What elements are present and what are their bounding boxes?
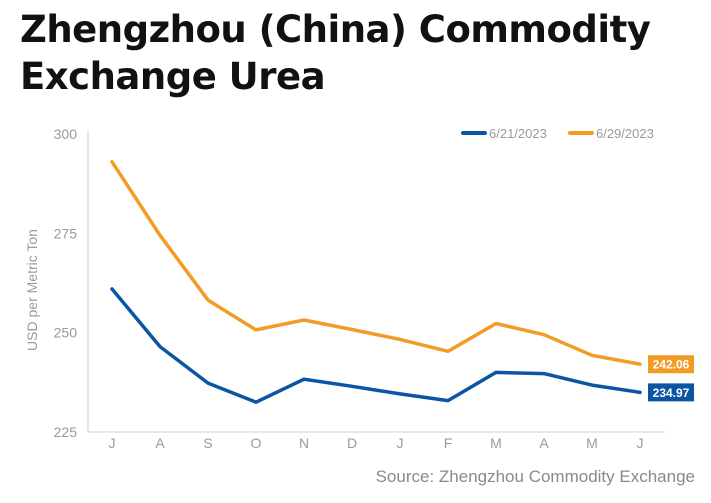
legend: 6/21/2023 6/29/2023 bbox=[461, 126, 654, 141]
y-tick-label: 250 bbox=[54, 325, 78, 341]
x-tick-label: D bbox=[347, 435, 357, 451]
x-tick-label: O bbox=[251, 435, 262, 451]
x-tick-label: J bbox=[637, 435, 644, 451]
chart-title: Zhengzhou (China) Commodity Exchange Ure… bbox=[20, 8, 651, 98]
x-tick-label: F bbox=[444, 435, 453, 451]
end-label-box bbox=[648, 355, 694, 374]
series-line bbox=[110, 160, 642, 366]
x-tick-label: M bbox=[490, 435, 502, 451]
x-tick-label: A bbox=[539, 435, 549, 451]
x-tick-label: J bbox=[109, 435, 116, 451]
x-tick-label: A bbox=[155, 435, 165, 451]
legend-label: 6/29/2023 bbox=[596, 126, 654, 141]
series-line bbox=[110, 287, 642, 404]
series-lines bbox=[110, 160, 642, 404]
legend-label: 6/21/2023 bbox=[489, 126, 547, 141]
x-tick-label: S bbox=[203, 435, 212, 451]
x-tick-label: M bbox=[586, 435, 598, 451]
x-tick-label: J bbox=[397, 435, 404, 451]
y-tick-label: 275 bbox=[54, 225, 78, 241]
x-tick-label: N bbox=[299, 435, 309, 451]
end-label-text: 234.97 bbox=[653, 386, 690, 400]
y-tick-label: 300 bbox=[54, 126, 78, 142]
end-label-text: 242.06 bbox=[653, 358, 690, 372]
end-value-labels: 234.97 242.06 bbox=[648, 355, 694, 402]
y-axis-title: USD per Metric Ton bbox=[24, 229, 40, 351]
y-tick-labels: 300 275 250 225 bbox=[54, 126, 78, 440]
y-tick-label: 225 bbox=[54, 424, 78, 440]
end-label-box bbox=[648, 383, 694, 402]
source-note: Source: Zhengzhou Commodity Exchange bbox=[375, 467, 695, 486]
